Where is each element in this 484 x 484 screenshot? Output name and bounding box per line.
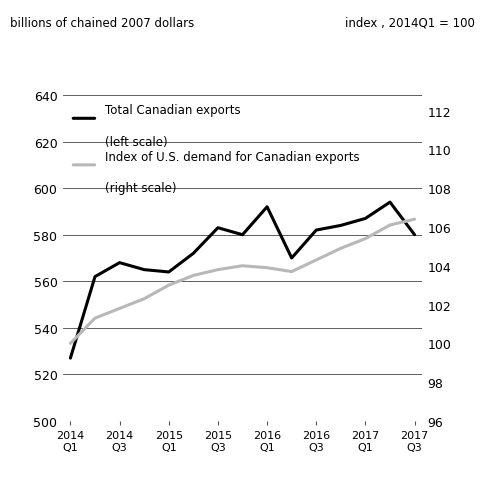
Text: Index of U.S. demand for Canadian exports: Index of U.S. demand for Canadian export… (105, 150, 359, 163)
Text: (left scale): (left scale) (105, 136, 167, 148)
Text: billions of chained 2007 dollars: billions of chained 2007 dollars (10, 17, 194, 30)
Text: Total Canadian exports: Total Canadian exports (105, 104, 240, 117)
Text: (right scale): (right scale) (105, 182, 176, 195)
Text: index , 2014Q1 = 100: index , 2014Q1 = 100 (345, 17, 474, 30)
